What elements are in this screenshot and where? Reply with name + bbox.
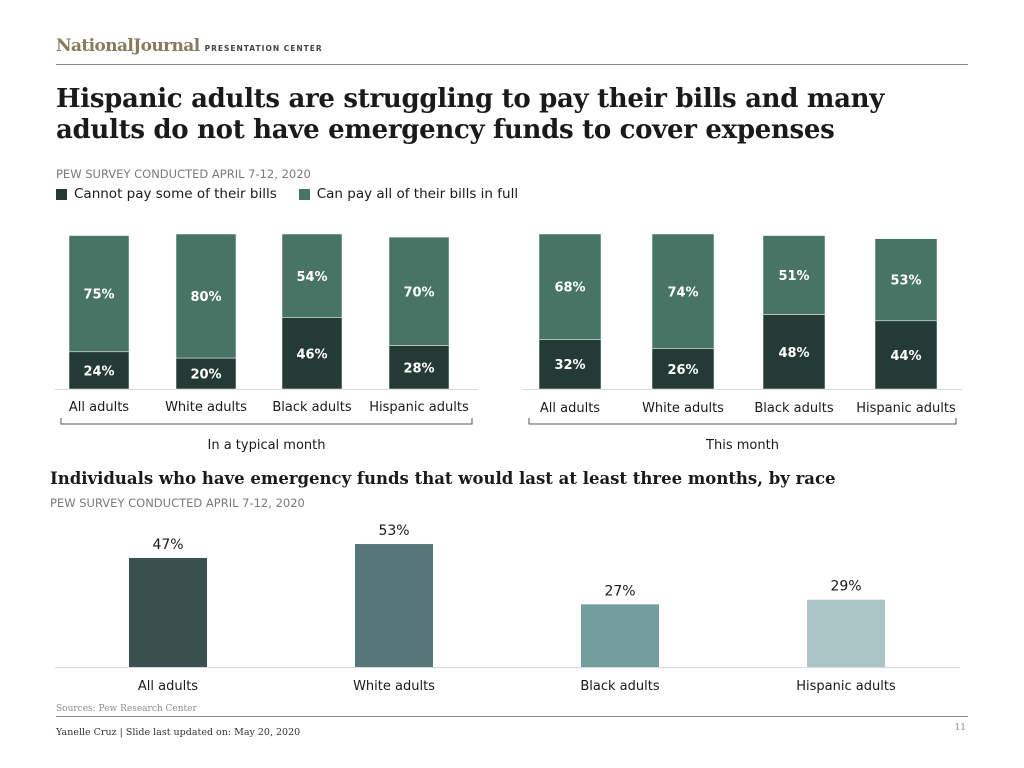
emergency-bar-white-adults	[355, 544, 433, 667]
brand-logo: NationalJournal PRESENTATION CENTER	[56, 36, 323, 56]
legend-item-can-pay: Can pay all of their bills in full	[298, 186, 519, 202]
typical-month-bar-can-pay-all-adults	[68, 235, 130, 353]
typical-month-label-cannot-pay-white-adults: 20%	[190, 368, 221, 383]
typical-month-label-can-pay-hispanic-adults: 70%	[403, 285, 434, 300]
emergency-category-all-adults: All adults	[138, 679, 198, 694]
this-month-group-label: This month	[705, 438, 779, 453]
typical-month-category-all-adults: All adults	[69, 400, 129, 415]
this-month-bar-can-pay-black-adults	[762, 235, 826, 315]
sources-note: Sources: Pew Research Center	[56, 704, 197, 714]
emergency-funds-chart-title: Individuals who have emergency funds tha…	[50, 469, 836, 488]
this-month-category-all-adults: All adults	[540, 401, 600, 416]
emergency-bar-black-adults	[581, 604, 659, 667]
typical-month-bar-cannot-pay-hispanic-adults	[388, 345, 450, 390]
this-month-bar-cannot-pay-white-adults	[651, 348, 715, 390]
emergency-label-hispanic-adults: 29%	[830, 579, 861, 595]
this-month-category-white-adults: White adults	[642, 401, 724, 416]
this-month-label-cannot-pay-white-adults: 26%	[667, 363, 698, 378]
this-month-bar-cannot-pay-all-adults	[538, 339, 602, 390]
legend-label-cannot-pay: Cannot pay some of their bills	[74, 186, 277, 202]
typical-month-bar-can-pay-black-adults	[281, 233, 343, 318]
this-month-label-can-pay-white-adults: 74%	[667, 285, 698, 300]
footer-credit: Yanelle Cruz | Slide last updated on: Ma…	[56, 727, 301, 738]
this-month-label-can-pay-hispanic-adults: 53%	[890, 274, 921, 289]
emergency-category-white-adults: White adults	[353, 679, 435, 694]
legend-swatch-can-pay	[298, 188, 310, 200]
typical-month-label-cannot-pay-hispanic-adults: 28%	[403, 361, 434, 376]
emergency-category-hispanic-adults: Hispanic adults	[796, 679, 896, 694]
this-month-bar-can-pay-all-adults	[538, 233, 602, 340]
typical-month-label-can-pay-white-adults: 80%	[190, 290, 221, 305]
typical-month-category-black-adults: Black adults	[272, 400, 351, 415]
typical-month-bar-can-pay-hispanic-adults	[388, 236, 450, 346]
typical-month-label-can-pay-all-adults: 75%	[83, 288, 114, 303]
survey-note-bottom: PEW SURVEY CONDUCTED APRIL 7-12, 2020	[50, 496, 305, 510]
brand-name: NationalJournal	[56, 36, 200, 56]
typical-month-group-label: In a typical month	[207, 438, 325, 453]
typical-month-bar-can-pay-white-adults	[175, 233, 237, 359]
this-month-bar-cannot-pay-hispanic-adults	[874, 320, 938, 390]
typical-month-bar-cannot-pay-black-adults	[281, 317, 343, 390]
this-month-label-cannot-pay-all-adults: 32%	[554, 358, 585, 373]
this-month-bar-can-pay-white-adults	[651, 233, 715, 349]
page-number: 11	[954, 723, 966, 733]
typical-month-category-white-adults: White adults	[165, 400, 247, 415]
typical-month-label-cannot-pay-all-adults: 24%	[83, 364, 114, 379]
emergency-label-white-adults: 53%	[378, 523, 409, 539]
legend-label-can-pay: Can pay all of their bills in full	[316, 186, 519, 202]
typical-month-bracket	[60, 418, 473, 425]
typical-month-label-can-pay-black-adults: 54%	[296, 270, 327, 285]
this-month-bar-cannot-pay-black-adults	[762, 314, 826, 390]
this-month-label-can-pay-black-adults: 51%	[778, 269, 809, 284]
typical-month-label-cannot-pay-black-adults: 46%	[296, 347, 327, 362]
this-month-category-black-adults: Black adults	[754, 401, 833, 416]
footer-divider	[56, 716, 968, 717]
survey-note-top: PEW SURVEY CONDUCTED APRIL 7-12, 2020	[56, 167, 311, 181]
emergency-category-black-adults: Black adults	[580, 679, 659, 694]
this-month-label-cannot-pay-hispanic-adults: 44%	[890, 349, 921, 364]
this-month-category-hispanic-adults: Hispanic adults	[856, 401, 956, 416]
this-month-label-cannot-pay-black-adults: 48%	[778, 346, 809, 361]
page-title: Hispanic adults are struggling to pay th…	[56, 84, 885, 145]
this-month-label-can-pay-all-adults: 68%	[554, 281, 585, 296]
typical-month-category-hispanic-adults: Hispanic adults	[369, 400, 469, 415]
legend-swatch-cannot-pay	[56, 188, 67, 200]
typical-month-bar-cannot-pay-all-adults	[68, 351, 130, 390]
brand-subtitle: PRESENTATION CENTER	[204, 44, 323, 53]
emergency-bar-hispanic-adults	[807, 599, 885, 667]
emergency-label-all-adults: 47%	[152, 537, 183, 553]
emergency-label-black-adults: 27%	[604, 583, 635, 599]
this-month-bracket	[528, 418, 957, 425]
legend-item-cannot-pay: Cannot pay some of their bills	[56, 186, 277, 202]
legend: Cannot pay some of their bills Can pay a…	[56, 186, 540, 202]
this-month-bar-can-pay-hispanic-adults	[874, 238, 938, 322]
header-divider	[56, 64, 968, 65]
emergency-bar-all-adults	[129, 557, 207, 667]
typical-month-bar-cannot-pay-white-adults	[175, 357, 237, 390]
